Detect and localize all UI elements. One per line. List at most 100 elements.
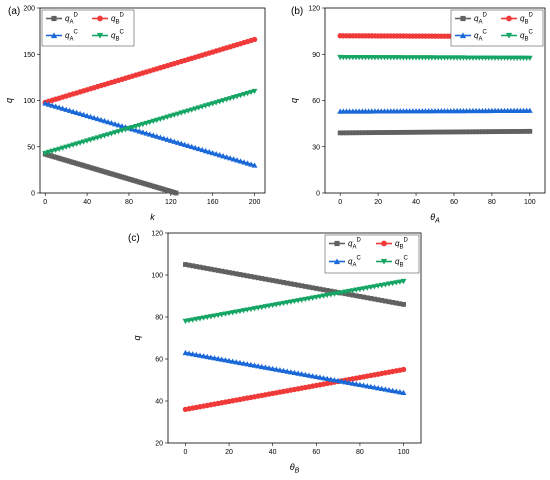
- data-point: [241, 272, 247, 278]
- data-point: [80, 111, 87, 118]
- data-point: [237, 158, 244, 164]
- data-point: [476, 129, 482, 135]
- legend-marker: [333, 258, 341, 265]
- data-point: [84, 138, 90, 144]
- data-point: [105, 132, 111, 138]
- panel-label: (c): [128, 233, 140, 244]
- data-point: [386, 387, 392, 393]
- data-point: [306, 372, 312, 378]
- y-tick-label: 50: [27, 144, 35, 151]
- data-point: [70, 142, 77, 148]
- data-point: [171, 112, 178, 118]
- data-point: [385, 130, 390, 135]
- data-point: [223, 154, 230, 160]
- x-tick-label: 0: [183, 449, 187, 456]
- data-point: [295, 298, 302, 304]
- series-qAD: [337, 128, 533, 136]
- data-point: [200, 315, 207, 321]
- series-qAC: [42, 100, 258, 168]
- data-point: [350, 292, 356, 298]
- data-point: [346, 379, 352, 386]
- data-point: [98, 134, 104, 140]
- data-point: [218, 312, 225, 318]
- data-point: [251, 88, 258, 95]
- data-point: [140, 121, 146, 128]
- data-point: [393, 388, 400, 394]
- data-point: [195, 105, 202, 111]
- data-point: [186, 350, 192, 356]
- series-qBC: [42, 88, 258, 157]
- x-tick-label: 0: [43, 199, 47, 206]
- data-point: [193, 351, 200, 358]
- data-point: [517, 129, 523, 134]
- x-tick-label: 120: [165, 199, 177, 206]
- data-point: [259, 276, 265, 281]
- data-point: [324, 288, 330, 293]
- data-point: [391, 130, 397, 135]
- data-point: [356, 130, 362, 136]
- data-point: [400, 389, 407, 395]
- data-point: [206, 148, 213, 155]
- x-tick-label: 100: [398, 449, 410, 456]
- data-point: [150, 132, 157, 138]
- data-point: [277, 301, 283, 307]
- data-point: [226, 357, 232, 364]
- data-point: [157, 116, 164, 123]
- data-point: [189, 317, 196, 323]
- data-point: [388, 130, 394, 135]
- data-point: [364, 295, 370, 301]
- series-qBD: [42, 36, 258, 106]
- series-qAC: [182, 349, 407, 395]
- data-point: [400, 278, 407, 285]
- data-point: [435, 129, 441, 135]
- data-point: [45, 149, 52, 156]
- data-point: [284, 368, 291, 374]
- data-point: [281, 280, 286, 285]
- data-point: [344, 130, 349, 136]
- data-point: [126, 126, 132, 132]
- data-point: [480, 129, 485, 135]
- legend-marker: [381, 240, 387, 247]
- data-point: [244, 307, 251, 313]
- data-point: [353, 381, 360, 387]
- legend-marker: [460, 15, 466, 22]
- data-point: [222, 357, 229, 363]
- data-point: [153, 117, 160, 124]
- data-point: [209, 101, 216, 107]
- data-point: [349, 288, 356, 294]
- data-point: [122, 127, 129, 133]
- data-point: [287, 369, 294, 375]
- data-point: [183, 262, 188, 267]
- data-point: [188, 143, 195, 150]
- data-point: [167, 113, 174, 119]
- data-point: [309, 373, 316, 379]
- x-tick-label: 60: [450, 199, 458, 206]
- series-qAC: [337, 107, 533, 114]
- data-point: [251, 162, 258, 168]
- data-point: [181, 109, 188, 115]
- data-point: [372, 130, 378, 135]
- data-point: [215, 355, 222, 362]
- x-axis-label: θA: [430, 212, 440, 225]
- y-tick-label: 120: [308, 6, 320, 13]
- data-point: [80, 139, 87, 145]
- data-point: [363, 130, 368, 136]
- data-point: [255, 305, 262, 311]
- data-point: [208, 266, 214, 272]
- data-point: [201, 265, 207, 271]
- data-point: [295, 282, 301, 288]
- data-point: [277, 367, 283, 373]
- data-point: [240, 360, 247, 366]
- panel-a: (a) 0 40 80 120 160 200 0 50 100 150 200 k q qAD qBDqAC…: [4, 6, 266, 222]
- data-point: [262, 364, 269, 370]
- data-point: [157, 134, 164, 140]
- data-point: [94, 115, 101, 122]
- x-tick-label: 100: [524, 199, 536, 206]
- data-point: [185, 108, 192, 114]
- y-tick-label: 90: [312, 52, 320, 59]
- data-point: [185, 142, 192, 149]
- data-point: [369, 130, 375, 136]
- data-point: [174, 139, 181, 145]
- data-point: [313, 373, 320, 380]
- y-tick-label: 60: [312, 98, 320, 105]
